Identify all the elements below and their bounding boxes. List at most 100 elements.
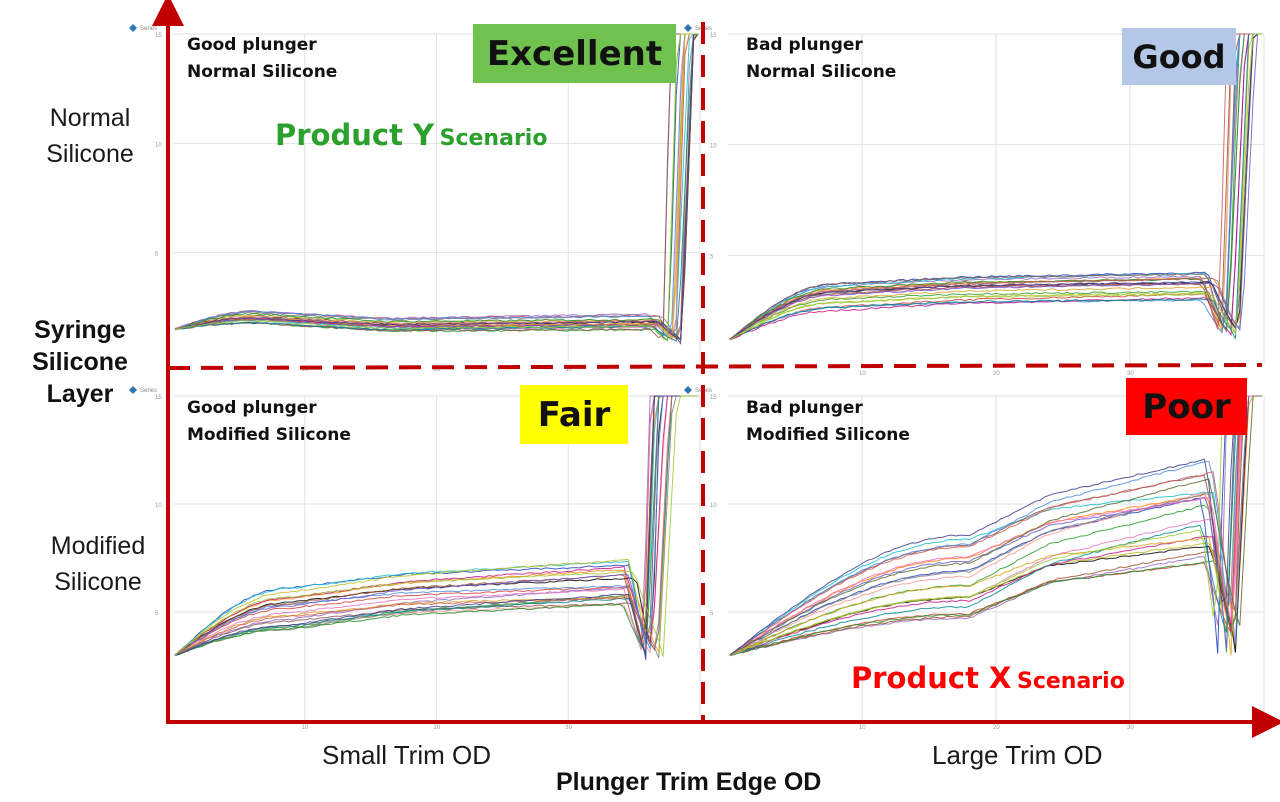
- row-label-normal: Normal Silicone: [30, 100, 150, 172]
- force-curve: [729, 395, 1262, 656]
- force-curve: [174, 395, 698, 656]
- col-label-large: Large Trim OD: [932, 740, 1103, 770]
- row-label-normal-line1: Normal: [49, 104, 131, 132]
- quadrant-tl-label-line2: Normal Silicone: [187, 62, 338, 82]
- quadrant-tl-label: Good plunger Normal Silicone: [187, 32, 337, 86]
- force-curve: [729, 395, 1262, 657]
- y-tick-label: 10: [710, 144, 717, 150]
- force-curve: [729, 33, 1262, 341]
- quadrant-bl-label-line2: Modified Silicone: [187, 425, 351, 445]
- force-curve: [174, 395, 698, 657]
- quadrant-br-label-line1: Bad plunger: [746, 398, 863, 418]
- force-curve: [174, 395, 698, 657]
- force-curve: [729, 395, 1262, 656]
- row-label-modified: Modified Silicone: [28, 528, 168, 600]
- quadrant-bl-label: Good plunger Modified Silicone: [187, 395, 351, 449]
- col-label-small: Small Trim OD: [322, 740, 491, 770]
- quadrant-tl-label-line1: Good plunger: [187, 35, 317, 55]
- x-tick-label: 30: [1127, 725, 1134, 731]
- legend-icon: [684, 386, 692, 394]
- force-curve: [174, 33, 698, 342]
- force-curve: [174, 395, 698, 657]
- rating-good: Good: [1122, 28, 1236, 85]
- scenario-product-x: Product X Scenario: [851, 661, 1125, 695]
- y-axis-title-line2: Silicone: [32, 348, 128, 376]
- y-tick-label: 5: [155, 252, 159, 258]
- x-tick-label: 30: [565, 367, 572, 373]
- y-tick-label: 15: [710, 33, 717, 39]
- panel-top-left: 5 10 15 10 20 30 Series: [129, 24, 701, 373]
- force-curve: [729, 395, 1262, 657]
- force-curve: [174, 33, 698, 337]
- y-axis-title-line1: Syringe: [34, 316, 126, 344]
- scenario-product-y-word: Scenario: [439, 126, 548, 151]
- y-tick-label: 5: [155, 611, 159, 617]
- scenario-product-y-name: Product Y: [275, 118, 435, 152]
- force-curve: [729, 33, 1262, 340]
- x-tick-label: 10: [302, 367, 309, 373]
- x-tick-label: 30: [565, 725, 572, 731]
- force-curve: [174, 395, 698, 656]
- force-curve: [174, 395, 698, 656]
- force-curve: [729, 33, 1262, 341]
- force-curve: [729, 395, 1262, 656]
- legend-label: Series: [140, 388, 157, 394]
- x-tick-label: 20: [434, 725, 441, 731]
- force-curve: [729, 33, 1262, 341]
- row-label-modified-line2: Silicone: [54, 568, 142, 596]
- quadrant-tr-label: Bad plunger Normal Silicone: [746, 32, 896, 86]
- legend-icon: [129, 24, 137, 32]
- force-curve: [174, 395, 698, 656]
- x-tick-label: 10: [859, 725, 866, 731]
- force-curve: [729, 33, 1262, 340]
- rating-excellent: Excellent: [473, 24, 676, 83]
- force-curve: [174, 395, 698, 656]
- force-curve: [729, 395, 1262, 656]
- force-curve: [729, 395, 1262, 655]
- y-tick-label: 10: [155, 503, 162, 509]
- quadrant-tr-label-line1: Bad plunger: [746, 35, 863, 55]
- force-curve: [729, 395, 1262, 657]
- x-tick-label: 20: [993, 725, 1000, 731]
- rating-poor: Poor: [1126, 378, 1247, 435]
- row-label-normal-line2: Silicone: [46, 140, 134, 168]
- force-curve: [174, 395, 698, 657]
- force-curve: [729, 395, 1262, 656]
- force-curve: [729, 395, 1262, 656]
- x-tick-label: 10: [302, 725, 309, 731]
- x-tick-label: 10: [859, 371, 866, 377]
- rating-fair: Fair: [520, 385, 628, 444]
- force-curve: [729, 33, 1262, 340]
- y-tick-label: 15: [155, 395, 162, 401]
- force-curve: [174, 33, 698, 337]
- x-tick-label: 20: [434, 367, 441, 373]
- quadrant-bl-label-line1: Good plunger: [187, 398, 317, 418]
- y-axis-title: Syringe Silicone Layer: [10, 310, 150, 414]
- y-tick-label: 5: [710, 254, 714, 260]
- force-curve: [174, 33, 699, 341]
- x-tick-label: 20: [993, 371, 1000, 377]
- force-curve: [729, 395, 1262, 656]
- force-curve: [729, 395, 1262, 657]
- panel-bottom-left: 5 10 15 10 20 30 Series: [129, 386, 701, 731]
- force-curve: [729, 33, 1262, 341]
- scenario-product-x-word: Scenario: [1016, 669, 1125, 694]
- force-curve: [175, 33, 698, 341]
- y-axis-title-line3: Layer: [46, 380, 114, 408]
- force-curve: [729, 395, 1262, 656]
- x-tick-label: 30: [1127, 371, 1134, 377]
- force-curve: [729, 395, 1262, 656]
- y-tick-label: 15: [155, 33, 162, 39]
- force-curve: [729, 395, 1262, 656]
- y-tick-label: 10: [155, 142, 162, 148]
- force-curve: [729, 33, 1262, 340]
- force-curve: [174, 33, 699, 345]
- force-curve: [174, 395, 698, 656]
- scenario-product-y: Product Y Scenario: [275, 118, 547, 152]
- scenario-product-x-name: Product X: [851, 661, 1012, 695]
- y-tick-label: 15: [710, 395, 717, 401]
